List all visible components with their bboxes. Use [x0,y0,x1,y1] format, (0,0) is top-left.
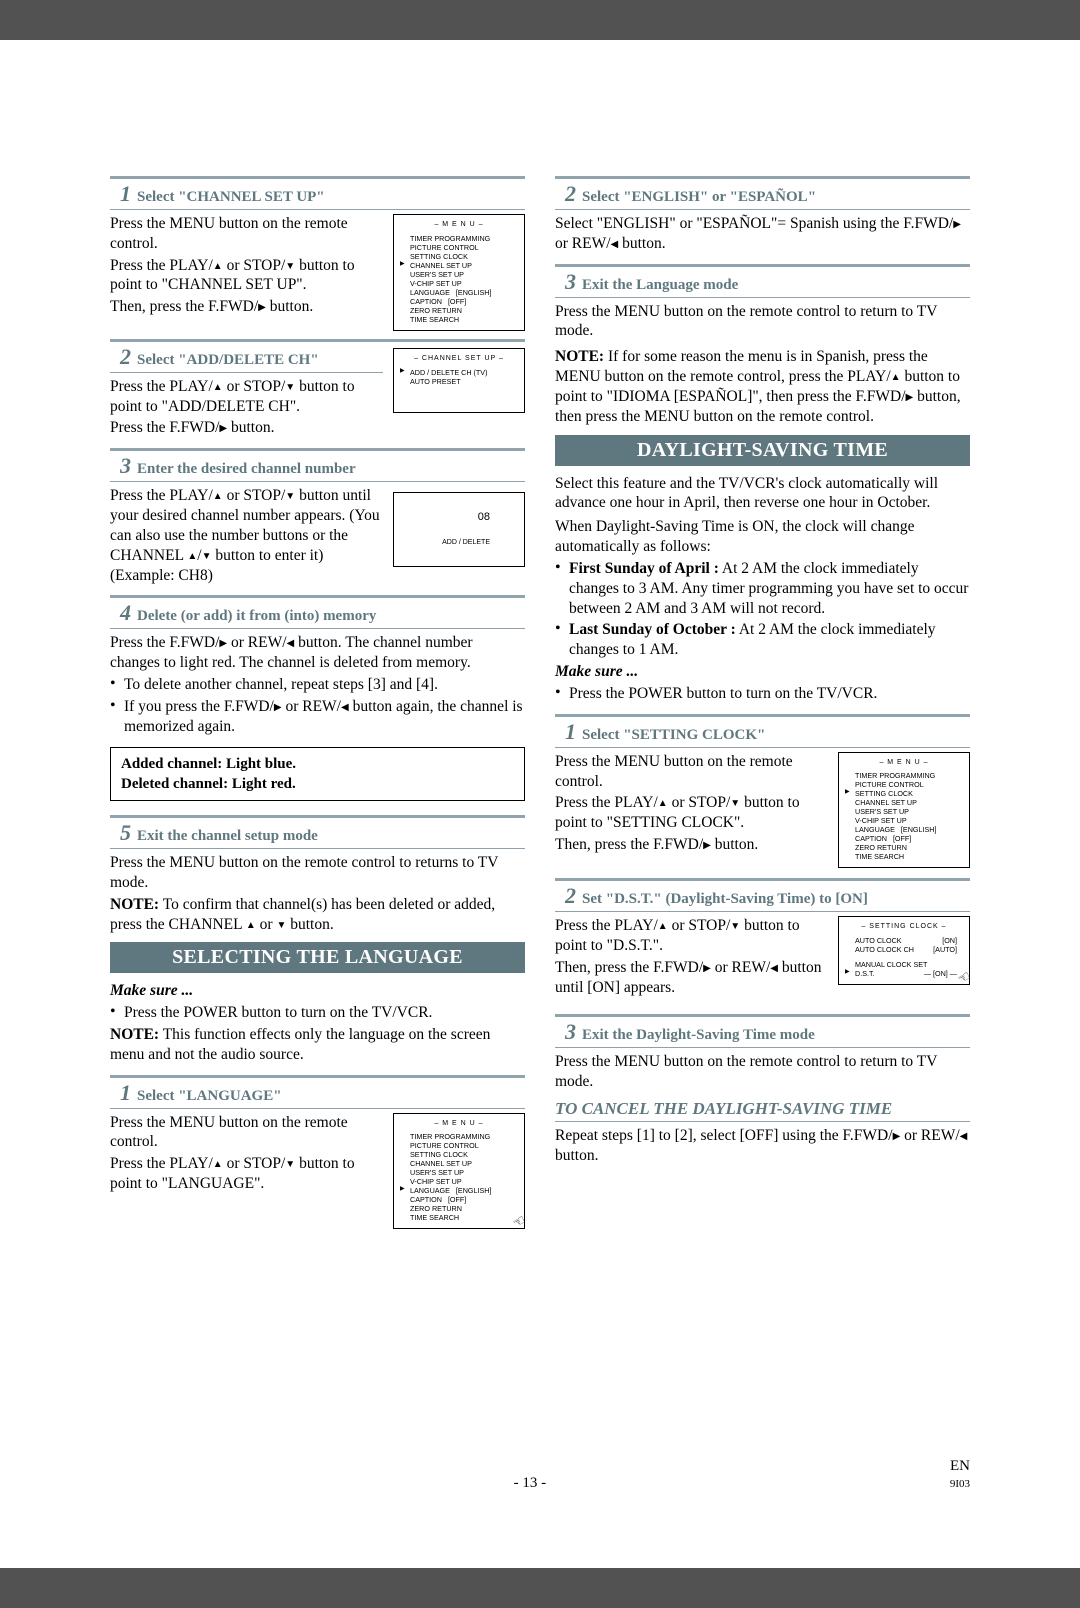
right-column: 2Select "ENGLISH" or "ESPAÑOL" Select "E… [555,170,970,1229]
step-title: Exit the channel setup mode [137,828,318,844]
step-title: Exit the Language mode [582,277,738,293]
step-title: Set "D.S.T." (Daylight-Saving Time) to [… [582,891,868,907]
step-title: Enter the desired channel number [137,461,356,477]
footer-code: 9I03 [950,1478,970,1490]
page-number: - 13 - [514,1475,547,1492]
step-title: Exit the Daylight-Saving Time mode [582,1027,815,1043]
step-title: Delete (or add) it from (into) memory [137,608,376,624]
step-title: Select "LANGUAGE" [137,1088,282,1104]
osd-channel-setup: – CHANNEL SET UP –ADD / DELETE CH (TV)AU… [393,348,525,413]
bullet: To delete another channel, repeat steps … [110,675,525,695]
makesure: Make sure ... [110,981,525,1001]
makesure: Make sure ... [555,662,970,682]
step-title: Select "SETTING CLOCK" [582,727,765,743]
bullet: Last Sunday of October : At 2 AM the clo… [555,620,970,660]
osd-menu: – M E N U –TIMER PROGRAMMINGPICTURE CONT… [393,214,525,331]
osd-menu: – M E N U –TIMER PROGRAMMINGPICTURE CONT… [838,752,970,869]
bullet: Press the POWER button to turn on the TV… [555,684,970,704]
step-title: Select "CHANNEL SET UP" [137,189,325,205]
step-title: Select "ADD/DELETE CH" [137,352,319,368]
page-footer: - 13 - EN 9I03 [110,1458,970,1492]
osd-menu: – M E N U – ☜ TIMER PROGRAMMINGPICTURE C… [393,1113,525,1230]
manual-page: 1Select "CHANNEL SET UP" Press the MENU … [0,40,1080,1568]
left-column: 1Select "CHANNEL SET UP" Press the MENU … [110,170,525,1229]
subsection-heading: TO CANCEL THE DAYLIGHT-SAVING TIME [555,1099,970,1119]
osd-setting-clock: – SETTING CLOCK – ☜ AUTO CLOCK[ON]AUTO C… [838,916,970,985]
footer-lang: EN [950,1458,970,1474]
bullet: If you press the F.FWD/▶ or REW/◀ button… [110,697,525,737]
step-text: Press the MENU button on the remote cont… [110,214,383,254]
note-box: Added channel: Light blue. Deleted chann… [110,747,525,802]
bullet: Press the POWER button to turn on the TV… [110,1003,525,1023]
step-title: Select "ENGLISH" or "ESPAÑOL" [582,189,816,205]
section-heading: SELECTING THE LANGUAGE [110,942,525,973]
section-heading: DAYLIGHT-SAVING TIME [555,435,970,466]
bullet: First Sunday of April : At 2 AM the cloc… [555,559,970,618]
osd-channel-number: 08 ADD / DELETE [393,492,525,567]
